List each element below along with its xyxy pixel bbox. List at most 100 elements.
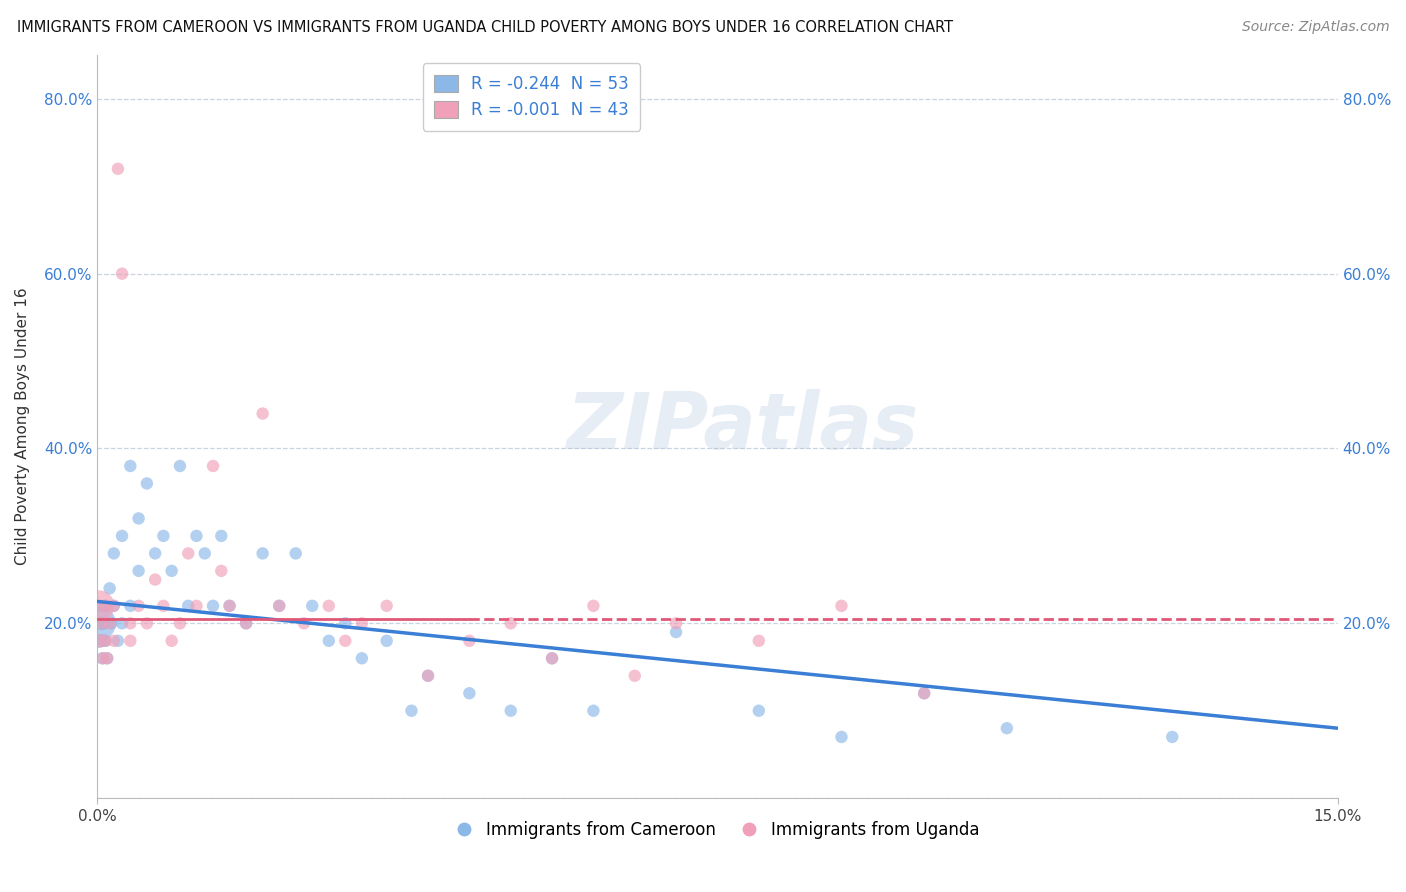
Point (350, 651, 373, 665)
Point (292, 616, 315, 631)
Point (1161, 730, 1184, 744)
Point (103, 599, 125, 613)
Point (143, 546, 166, 560)
Point (541, 651, 564, 665)
Point (416, 669, 439, 683)
Point (830, 730, 852, 744)
Point (252, 546, 274, 560)
Point (87, 616, 110, 631)
Point (912, 686, 935, 700)
Point (90, 599, 112, 613)
Point (94, 599, 117, 613)
Point (401, 704, 423, 718)
Point (120, 599, 142, 613)
Point (89, 633, 111, 648)
Point (103, 546, 125, 560)
Point (128, 599, 150, 613)
Point (209, 564, 232, 578)
Point (94, 633, 117, 648)
Point (375, 633, 398, 648)
Point (87, 599, 110, 613)
Point (128, 564, 150, 578)
Y-axis label: Child Poverty Among Boys Under 16: Child Poverty Among Boys Under 16 (15, 288, 30, 566)
Point (152, 599, 174, 613)
Point (91, 633, 114, 648)
Point (120, 633, 142, 648)
Point (235, 616, 257, 631)
Point (623, 669, 645, 683)
Text: IMMIGRANTS FROM CAMEROON VS IMMIGRANTS FROM UGANDA CHILD POVERTY AMONG BOYS UNDE: IMMIGRANTS FROM CAMEROON VS IMMIGRANTS F… (17, 20, 953, 35)
Point (90, 616, 112, 631)
Point (177, 546, 200, 560)
Point (995, 721, 1018, 735)
Point (96, 651, 118, 665)
Point (350, 616, 373, 631)
Point (301, 599, 323, 613)
Point (202, 458, 225, 473)
Point (94, 633, 117, 648)
Point (665, 616, 688, 631)
Point (135, 616, 157, 631)
Point (335, 616, 357, 631)
Point (111, 267, 134, 281)
Legend: Immigrants from Cameroon, Immigrants from Uganda: Immigrants from Cameroon, Immigrants fro… (449, 814, 986, 846)
Point (186, 529, 208, 543)
Point (90, 616, 112, 631)
Point (218, 599, 240, 613)
Point (541, 651, 564, 665)
Point (98, 582, 121, 596)
Point (252, 407, 274, 421)
Point (235, 616, 257, 631)
Point (98, 616, 121, 631)
Point (582, 599, 605, 613)
Point (169, 458, 191, 473)
Point (499, 616, 522, 631)
Point (218, 599, 240, 613)
Point (143, 573, 166, 587)
Point (318, 633, 340, 648)
Point (269, 599, 291, 613)
Point (209, 529, 232, 543)
Point (284, 546, 307, 560)
Point (93, 616, 115, 631)
Point (177, 599, 200, 613)
Point (458, 686, 481, 700)
Point (912, 686, 935, 700)
Point (665, 625, 688, 640)
Point (100, 616, 122, 631)
Point (120, 616, 142, 631)
Point (107, 633, 129, 648)
Point (186, 599, 208, 613)
Point (335, 633, 357, 648)
Point (375, 599, 398, 613)
Point (499, 704, 522, 718)
Point (458, 633, 481, 648)
Point (269, 599, 291, 613)
Point (91, 651, 114, 665)
Point (416, 669, 439, 683)
Point (194, 546, 217, 560)
Point (318, 599, 340, 613)
Point (103, 599, 125, 613)
Point (748, 633, 770, 648)
Text: ZIPatlas: ZIPatlas (567, 389, 918, 465)
Point (160, 564, 183, 578)
Point (91, 651, 114, 665)
Point (152, 529, 174, 543)
Text: Source: ZipAtlas.com: Source: ZipAtlas.com (1241, 20, 1389, 34)
Point (169, 616, 191, 631)
Point (107, 161, 129, 176)
Point (89, 633, 111, 648)
Point (582, 704, 605, 718)
Point (94, 599, 117, 613)
Point (103, 633, 125, 648)
Point (128, 511, 150, 525)
Point (202, 599, 225, 613)
Point (160, 633, 183, 648)
Point (135, 476, 157, 491)
Point (96, 651, 118, 665)
Point (111, 616, 134, 631)
Point (748, 704, 770, 718)
Point (120, 458, 142, 473)
Point (111, 529, 134, 543)
